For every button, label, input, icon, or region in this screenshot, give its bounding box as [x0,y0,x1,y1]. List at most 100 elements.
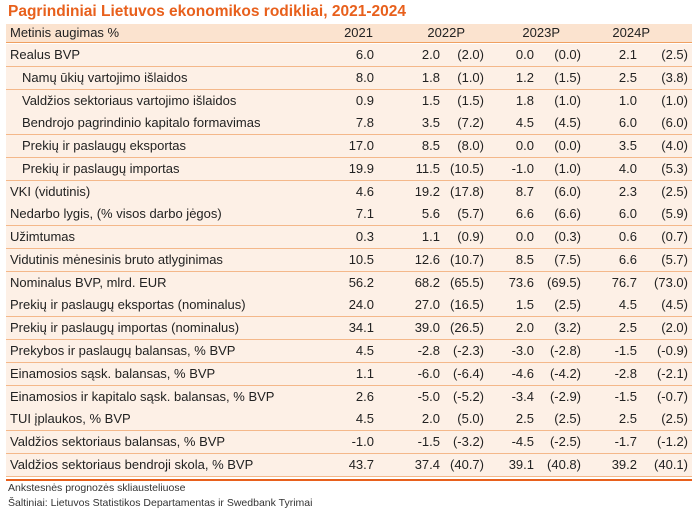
value-cell: (-5.2) [452,388,484,404]
row-label: Valdžios sektoriaus vartojimo išlaidos [22,92,237,108]
previous-forecast-cell: 2.5 [515,411,534,427]
value-cell: (5.9) [661,206,688,222]
previous-forecast-cell: 0.0 [515,138,534,154]
previous-forecast-cell: -3.0 [511,343,534,358]
previous-forecast-cell: 2.3 [618,183,637,199]
footnote-previous-forecasts: Ankstesnės prognozės skliausteliuose [8,482,186,494]
value-cell: -1.0 [351,434,374,450]
previous-forecast-cell: 2.5 [618,320,637,336]
table-row: Prekybos ir paslaugų balansas, % BVP 4.5 -… [6,340,692,363]
value-cell: (10.5) [450,160,484,176]
previous-forecast-cell: 8.7 [515,183,534,199]
table-row: Prekių ir paslaugų importas (nominalus) 3… [6,317,692,341]
row-label: Prekybos ir paslaugų balansas, % BVP [10,343,236,358]
footnote-sources: Šaltiniai: Lietuvos Statistikos Departam… [8,497,313,509]
value-cell: (-0.7) [656,388,688,404]
row-label: Valdžios sektoriaus balansas, % BVP [10,434,226,450]
value-cell: (-2.3) [452,343,484,358]
value-cell: 24.0 [348,297,374,313]
header-year-2023p: 2023P [522,25,560,40]
value-cell: (1.0) [554,160,581,176]
table-row: Valdžios sektoriaus vartojimo išlaidos 0.… [6,89,692,113]
value-cell: (1.0) [457,69,484,85]
value-cell: (3.2) [554,320,581,336]
table-row: Realus BVP 6.0 2.0 (2.0) 0.0 (0.0) 2.1 (2.5) [6,44,692,67]
value-cell: (40.7) [450,456,484,472]
table-header: Metinis augimas % 2021 2022P 2023P 2024P [6,24,692,43]
value-cell: 4.6 [355,183,374,199]
previous-forecast-cell: -1.5 [417,434,440,450]
previous-forecast-cell: 6.0 [618,206,637,222]
value-cell: (69.5) [547,274,581,290]
value-cell: (6.0) [554,183,581,199]
previous-forecast-cell: 1.8 [515,92,534,108]
header-year-2021: 2021 [344,25,373,40]
previous-forecast-cell: 2.0 [421,411,440,427]
previous-forecast-cell: 2.5 [618,411,637,427]
value-cell: 0.9 [355,92,374,108]
table-row: Nedarbo lygis, (% visos darbo jėgos) 7.1 5… [6,203,692,227]
value-cell: 34.1 [348,320,374,336]
value-cell: (0.7) [661,229,688,245]
value-cell: 19.9 [348,160,374,176]
value-cell: (2.5) [661,47,688,62]
row-label: Bendrojo pagrindinio kapitalo formavimas [22,115,261,131]
row-label: Prekių ir paslaugų importas [22,160,180,176]
previous-forecast-cell: -2.8 [614,365,637,381]
value-cell: (10.7) [450,251,484,267]
previous-forecast-cell: -1.5 [614,388,637,404]
value-cell: (65.5) [450,274,484,290]
value-cell: (7.5) [554,251,581,267]
value-cell: (2.5) [554,297,581,313]
value-cell: (6.0) [661,115,688,131]
value-cell: (3.8) [661,69,688,85]
table-row: TUI įplaukos, % BVP 4.5 2.0 (5.0) 2.5 (2.5) 2.… [6,408,692,432]
previous-forecast-cell: -1.7 [614,434,637,450]
value-cell: (2.5) [554,411,581,427]
value-cell: (5.0) [457,411,484,427]
value-cell: (-6.4) [452,365,484,381]
value-cell: 7.1 [355,206,374,222]
previous-forecast-cell: -2.8 [417,343,440,358]
previous-forecast-cell: 11.5 [415,160,440,176]
row-label: Vidutinis mėnesinis bruto atlyginimas [10,251,223,267]
header-label: Metinis augimas % [10,25,120,40]
value-cell: (2.5) [661,411,688,427]
value-cell: 10.5 [348,251,374,267]
previous-forecast-cell: 39.1 [508,456,534,472]
table-bottom-rule [6,479,692,481]
value-cell: (7.2) [457,115,484,131]
value-cell: (-2.9) [549,388,581,404]
value-cell: (-1.2) [656,434,688,450]
previous-forecast-cell: 0.0 [515,47,534,62]
previous-forecast-cell: 39.0 [414,320,440,336]
previous-forecast-cell: 0.0 [515,229,534,245]
value-cell: 17.0 [348,138,374,154]
table-row: Valdžios sektoriaus balansas, % BVP -1.0 -… [6,431,692,455]
value-cell: (8.0) [457,138,484,154]
value-cell: (5.7) [457,206,484,222]
previous-forecast-cell: 68.2 [414,274,440,290]
value-cell: (0.0) [554,138,581,154]
value-cell: (0.0) [554,47,581,62]
page-title: Pagrindiniai Lietuvos ekonomikos rodikli… [8,3,406,20]
previous-forecast-cell: -6.0 [417,365,440,381]
previous-forecast-cell: 37.4 [414,456,440,472]
header-year-2024p: 2024P [612,25,650,40]
previous-forecast-cell: 1.5 [515,297,534,313]
previous-forecast-cell: 12.6 [414,251,440,267]
value-cell: (0.3) [554,229,581,245]
value-cell: (-2.1) [656,365,688,381]
previous-forecast-cell: 2.0 [515,320,534,336]
value-cell: (26.5) [450,320,484,336]
row-label: Realus BVP [10,47,81,62]
row-label: Nedarbo lygis, (% visos darbo jėgos) [10,206,222,222]
table-row: Einamosios sąsk. balansas, % BVP 1.1 -6.0 (… [6,362,692,386]
previous-forecast-cell: 2.1 [618,47,637,62]
value-cell: 8.0 [355,69,374,85]
value-cell: 43.7 [348,456,374,472]
previous-forecast-cell: 27.0 [414,297,440,313]
value-cell: (1.0) [554,92,581,108]
previous-forecast-cell: 1.1 [421,229,440,245]
value-cell: (73.0) [654,274,688,290]
